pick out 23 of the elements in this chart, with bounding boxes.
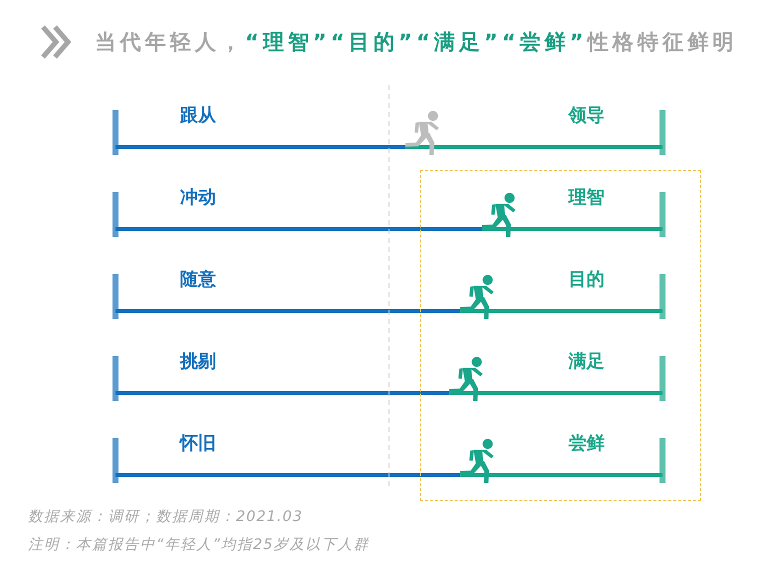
bar — [449, 391, 662, 395]
annotation: 目的 — [568, 269, 604, 290]
bar — [482, 227, 662, 231]
bar — [460, 309, 662, 313]
annotation: 尝鲜 — [568, 433, 604, 454]
bar — [460, 473, 662, 477]
bar — [116, 391, 450, 395]
bar — [116, 227, 482, 231]
text: 注明：本篇报告中“年轻人”均指25岁及以下人群 — [28, 536, 370, 554]
y-tick-label: 怀旧 — [179, 433, 216, 454]
bar — [116, 145, 406, 149]
chart-title: 当代年轻人，“理智”“目的”“满足”“尝鲜”性格特征鲜明 — [95, 30, 738, 54]
y-tick-label: 随意 — [180, 269, 217, 290]
y-tick-label: 冲动 — [180, 187, 216, 208]
bar — [116, 473, 460, 477]
bar — [405, 145, 662, 149]
annotation: 理智 — [568, 187, 604, 208]
y-tick-label: 挑剔 — [179, 351, 216, 372]
bar — [116, 309, 460, 313]
y-tick-label: 跟从 — [179, 105, 217, 126]
annotation: 满足 — [568, 351, 604, 372]
source-note: 数据来源：调研；数据周期：2021.03 — [28, 508, 303, 526]
annotation: 领导 — [568, 105, 604, 126]
